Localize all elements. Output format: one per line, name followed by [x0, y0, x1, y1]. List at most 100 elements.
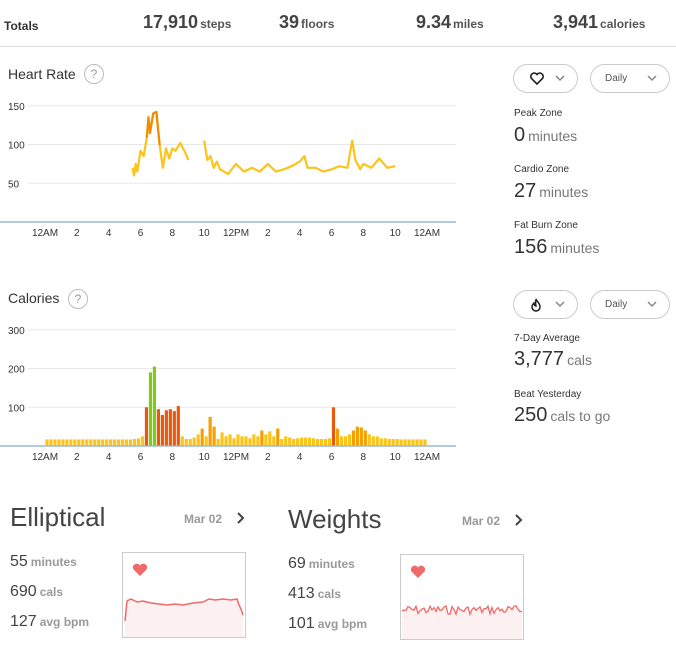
exercise-date: Mar 02 [184, 512, 223, 526]
calorie-bar [403, 439, 407, 446]
x-tick-label: 12PM [223, 452, 249, 463]
calorie-bar [97, 439, 101, 446]
x-tick-label: 4 [106, 452, 112, 463]
flame-icon [531, 298, 541, 312]
calorie-bar [240, 436, 244, 446]
calorie-bar [383, 438, 387, 447]
calorie-bar [280, 439, 284, 446]
calorie-bar [315, 439, 320, 446]
y-tick-label: 200 [8, 365, 25, 376]
heart-icon [530, 72, 544, 85]
exercise-hr-sparkline [124, 598, 244, 637]
calorie-bar [220, 432, 224, 446]
exercise-avg-bpm: 101 avg bpm [288, 615, 368, 632]
total-steps: 17,910 steps [143, 12, 232, 32]
heart-rate-help-button[interactable]: ? [84, 64, 104, 84]
calorie-bar [164, 410, 168, 446]
calorie-bar [109, 439, 113, 446]
calorie-bar [244, 436, 248, 446]
calorie-bar [212, 426, 216, 446]
calorie-bar [176, 406, 180, 446]
calorie-bar [180, 436, 184, 446]
x-tick-label: 10 [390, 228, 402, 239]
calories-metric-dropdown[interactable] [513, 290, 578, 319]
x-tick-label: 12AM [414, 452, 440, 463]
x-tick-label: 4 [106, 228, 112, 239]
exercise-calories: 690 cals [10, 583, 64, 600]
x-tick-label: 8 [361, 452, 367, 463]
calorie-bar [379, 438, 383, 447]
chevron-right-icon[interactable] [236, 511, 246, 525]
calorie-bar [296, 438, 300, 447]
exercise-date: Mar 02 [462, 514, 501, 528]
beat-yesterday-label: Beat Yesterday [514, 389, 582, 400]
calorie-bar [216, 439, 220, 446]
x-tick-label: 6 [138, 452, 144, 463]
x-tick-label: 6 [329, 452, 335, 463]
y-tick-label: 50 [8, 179, 20, 190]
heart-rate-line-hot [148, 112, 155, 134]
heart-rate-period-dropdown[interactable]: Daily [590, 64, 670, 93]
calorie-bar [399, 439, 403, 446]
calorie-bar [276, 428, 280, 446]
x-tick-label: 6 [329, 228, 335, 239]
beat-yesterday-value: 250 cals to go [514, 404, 611, 426]
fat-burn-zone-label: Fat Burn Zone [514, 220, 578, 231]
heart-rate-title: Heart Rate [8, 66, 76, 82]
cardio-zone-value: 27 minutes [514, 180, 589, 202]
calorie-bar [208, 416, 212, 446]
exercise-calories: 413 cals [288, 585, 342, 602]
calorie-bar [93, 439, 97, 446]
calorie-bar [419, 439, 423, 446]
y-tick-label: 150 [8, 102, 25, 113]
calorie-bar [160, 415, 164, 446]
chevron-right-icon[interactable] [514, 513, 524, 527]
calorie-bar [327, 438, 332, 447]
seven-day-average-label: 7-Day Average [514, 333, 580, 344]
calorie-bar [168, 409, 172, 446]
calorie-bar [407, 439, 411, 446]
calorie-bar [204, 436, 208, 446]
x-tick-label: 12AM [32, 228, 58, 239]
x-tick-label: 2 [74, 228, 80, 239]
calorie-bar [184, 439, 188, 446]
calorie-bar [415, 439, 419, 446]
calorie-bar [69, 439, 73, 446]
calories-help-button[interactable]: ? [68, 289, 88, 309]
exercise-hr-thumbnail[interactable] [122, 552, 246, 638]
totals-label: Totals [4, 19, 39, 33]
calorie-bar [124, 439, 129, 446]
calorie-bar [423, 439, 427, 446]
calorie-bar [387, 439, 391, 446]
calorie-bar [371, 436, 375, 446]
calorie-bar [148, 372, 153, 446]
calorie-bar [53, 439, 57, 446]
calorie-bar [351, 430, 355, 446]
calorie-bar [144, 407, 149, 447]
x-tick-label: 2 [265, 452, 271, 463]
calorie-bar [200, 428, 204, 446]
x-tick-label: 12PM [223, 228, 249, 239]
calorie-bar [284, 436, 288, 446]
exercise-avg-bpm: 127 avg bpm [10, 613, 90, 630]
calorie-bar [152, 366, 157, 446]
calorie-bar [89, 439, 93, 446]
calorie-bar [339, 436, 344, 446]
x-tick-label: 10 [199, 228, 211, 239]
calorie-bar [375, 436, 379, 446]
x-tick-label: 4 [297, 452, 303, 463]
heart-rate-metric-dropdown[interactable] [513, 64, 578, 93]
exercise-duration: 69 minutes [288, 555, 355, 572]
heart-rate-chart: 50 100 150 12AM 2 4 6 8 10 12PM 2 4 6 8 10 12AM [0, 102, 456, 239]
calorie-bar [117, 439, 121, 446]
calorie-bar [121, 439, 125, 446]
calorie-bar [57, 439, 61, 446]
calorie-bar [264, 434, 268, 446]
calorie-bar [323, 439, 328, 446]
exercise-hr-thumbnail[interactable] [400, 554, 524, 640]
total-floors: 39 floors [279, 12, 335, 32]
calories-chart: 100 200 300 12AM 2 4 6 8 10 12PM 2 4 6 8 10 12AM [0, 326, 456, 463]
calorie-bar [304, 437, 308, 446]
calorie-bar [61, 439, 65, 446]
calories-period-dropdown[interactable]: Daily [590, 290, 670, 319]
